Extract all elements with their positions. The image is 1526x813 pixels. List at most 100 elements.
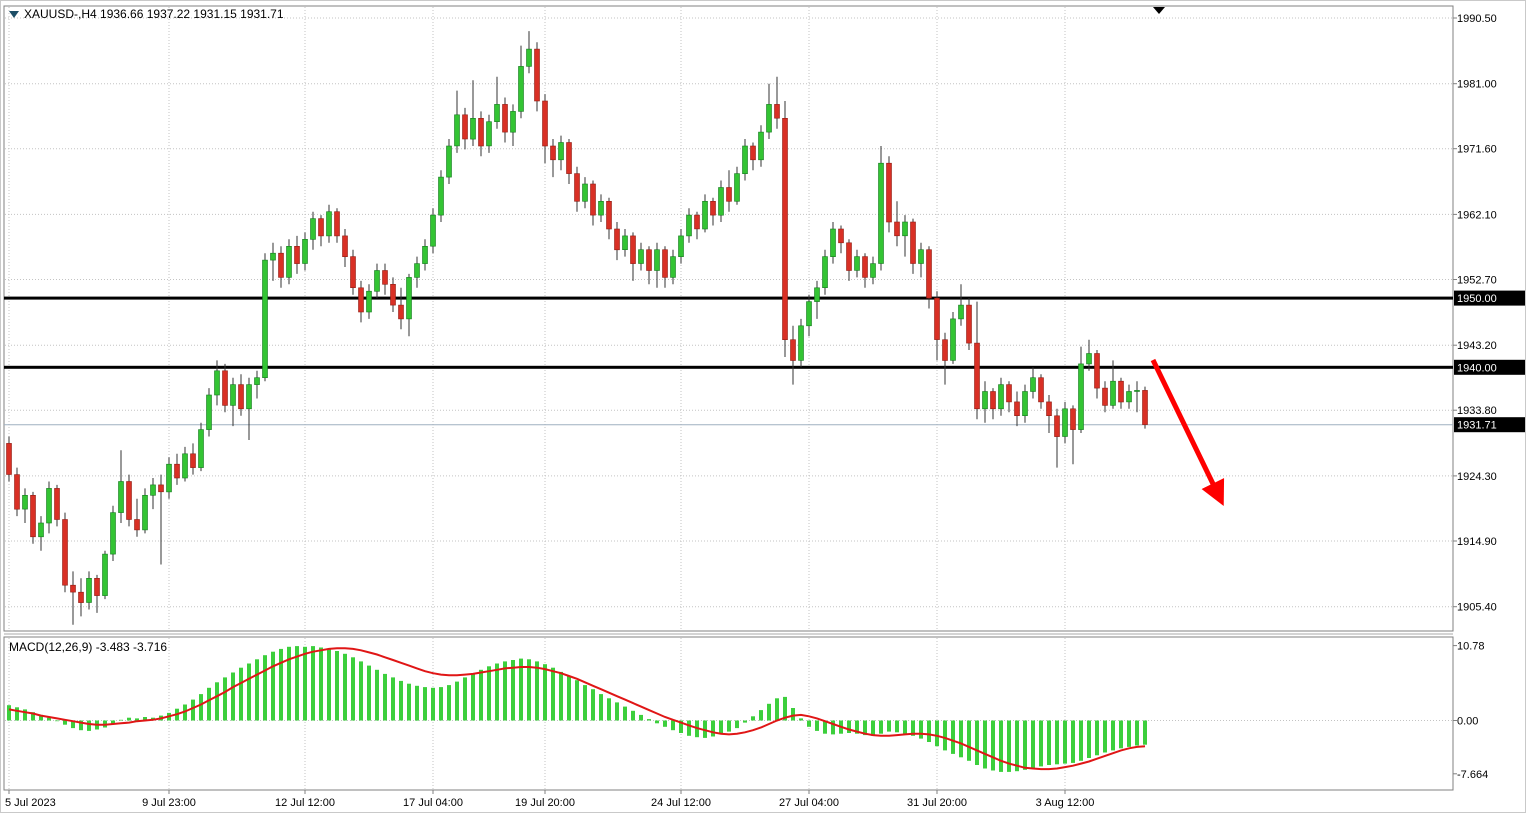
candle [342, 229, 348, 267]
candle [174, 453, 180, 485]
macd-histogram [7, 646, 1147, 772]
candle [78, 578, 84, 617]
x-axis-label: 17 Jul 04:00 [403, 797, 463, 809]
candle [902, 215, 908, 257]
candle [262, 253, 268, 382]
candle [486, 114, 492, 153]
candle [646, 246, 652, 285]
candle [1118, 377, 1124, 409]
candle [1142, 386, 1148, 429]
candle [438, 170, 444, 222]
candle [198, 422, 204, 472]
candle [990, 388, 996, 420]
candle [870, 256, 876, 285]
candle [702, 194, 708, 233]
candle [974, 301, 980, 420]
candle [742, 139, 748, 181]
candle [1134, 381, 1140, 413]
candle [318, 215, 324, 247]
candle [1022, 384, 1028, 423]
candle [1078, 346, 1084, 433]
candle [686, 208, 692, 243]
macd-signal-line [8, 647, 1146, 771]
candle [398, 287, 404, 330]
candle [414, 256, 420, 288]
candle [950, 312, 956, 364]
candle [350, 249, 356, 295]
macd-axis-label: 0.00 [1457, 716, 1478, 728]
candle [830, 222, 836, 264]
candle [238, 374, 244, 416]
y-axis-label: 1981.00 [1457, 79, 1497, 91]
candle [846, 239, 852, 281]
candle [734, 166, 740, 205]
candle [1070, 405, 1076, 465]
candle [766, 83, 772, 139]
candle [422, 239, 428, 271]
x-axis-label: 12 Jul 12:00 [275, 797, 335, 809]
candle [1030, 367, 1036, 399]
candle [358, 280, 364, 323]
candle [790, 325, 796, 385]
candle [582, 177, 588, 209]
candle [70, 571, 76, 625]
candle [246, 377, 252, 440]
candle [302, 232, 308, 271]
candle [1006, 381, 1012, 413]
candle [574, 166, 580, 212]
candle [894, 201, 900, 247]
candle [958, 284, 964, 326]
price-axis: 1990.50 1981.00 1971.60 1962.10 1952.70 1943.… [1453, 13, 1525, 614]
candle [566, 139, 572, 184]
candle [694, 211, 700, 240]
candle [278, 246, 284, 288]
candle [558, 135, 564, 171]
candle [542, 94, 548, 164]
candle [462, 107, 468, 150]
x-axis-label: 9 Jul 23:00 [142, 797, 196, 809]
candle [118, 450, 124, 523]
candle [758, 125, 764, 167]
candle [1086, 339, 1092, 371]
candle [854, 249, 860, 278]
candle [862, 253, 868, 288]
candle [934, 291, 940, 361]
candle [454, 90, 460, 153]
candle [590, 180, 596, 226]
candle [406, 273, 412, 337]
candle [510, 104, 516, 146]
horizontal-level-lines[interactable] [4, 296, 1453, 426]
candle [334, 208, 340, 243]
candle [1126, 384, 1132, 409]
candle [654, 242, 660, 288]
chart-shift-marker-icon[interactable] [1153, 7, 1165, 14]
candle [310, 211, 316, 250]
candle [150, 478, 156, 510]
candle [382, 263, 388, 295]
chart-title-text: XAUUSD-,H4 1936.66 1937.22 1931.15 1931.… [24, 7, 284, 21]
candle [502, 97, 508, 143]
candle [1038, 374, 1044, 409]
candle [1046, 395, 1052, 433]
candle [446, 139, 452, 184]
candle [622, 229, 628, 257]
x-axis-label: 3 Aug 12:00 [1036, 797, 1095, 809]
candle [158, 474, 164, 565]
candle [326, 204, 332, 243]
candle [222, 363, 228, 413]
candle [110, 505, 116, 561]
candle [750, 142, 756, 171]
candle [470, 80, 476, 146]
candle [190, 443, 196, 475]
x-axis-label: 5 Jul 2023 [5, 797, 56, 809]
panel-frames [3, 5, 1454, 791]
current-price-badge: 1931.71 [1457, 420, 1497, 432]
candle [374, 263, 380, 299]
candle [614, 222, 620, 261]
macd-axis-label: -7.664 [1457, 769, 1488, 781]
macd-axis-label: 10.78 [1457, 641, 1485, 653]
trend-arrow-annotation[interactable] [1150, 358, 1225, 506]
macd-indicator-label: MACD(12,26,9) -3.483 -3.716 [9, 640, 167, 654]
